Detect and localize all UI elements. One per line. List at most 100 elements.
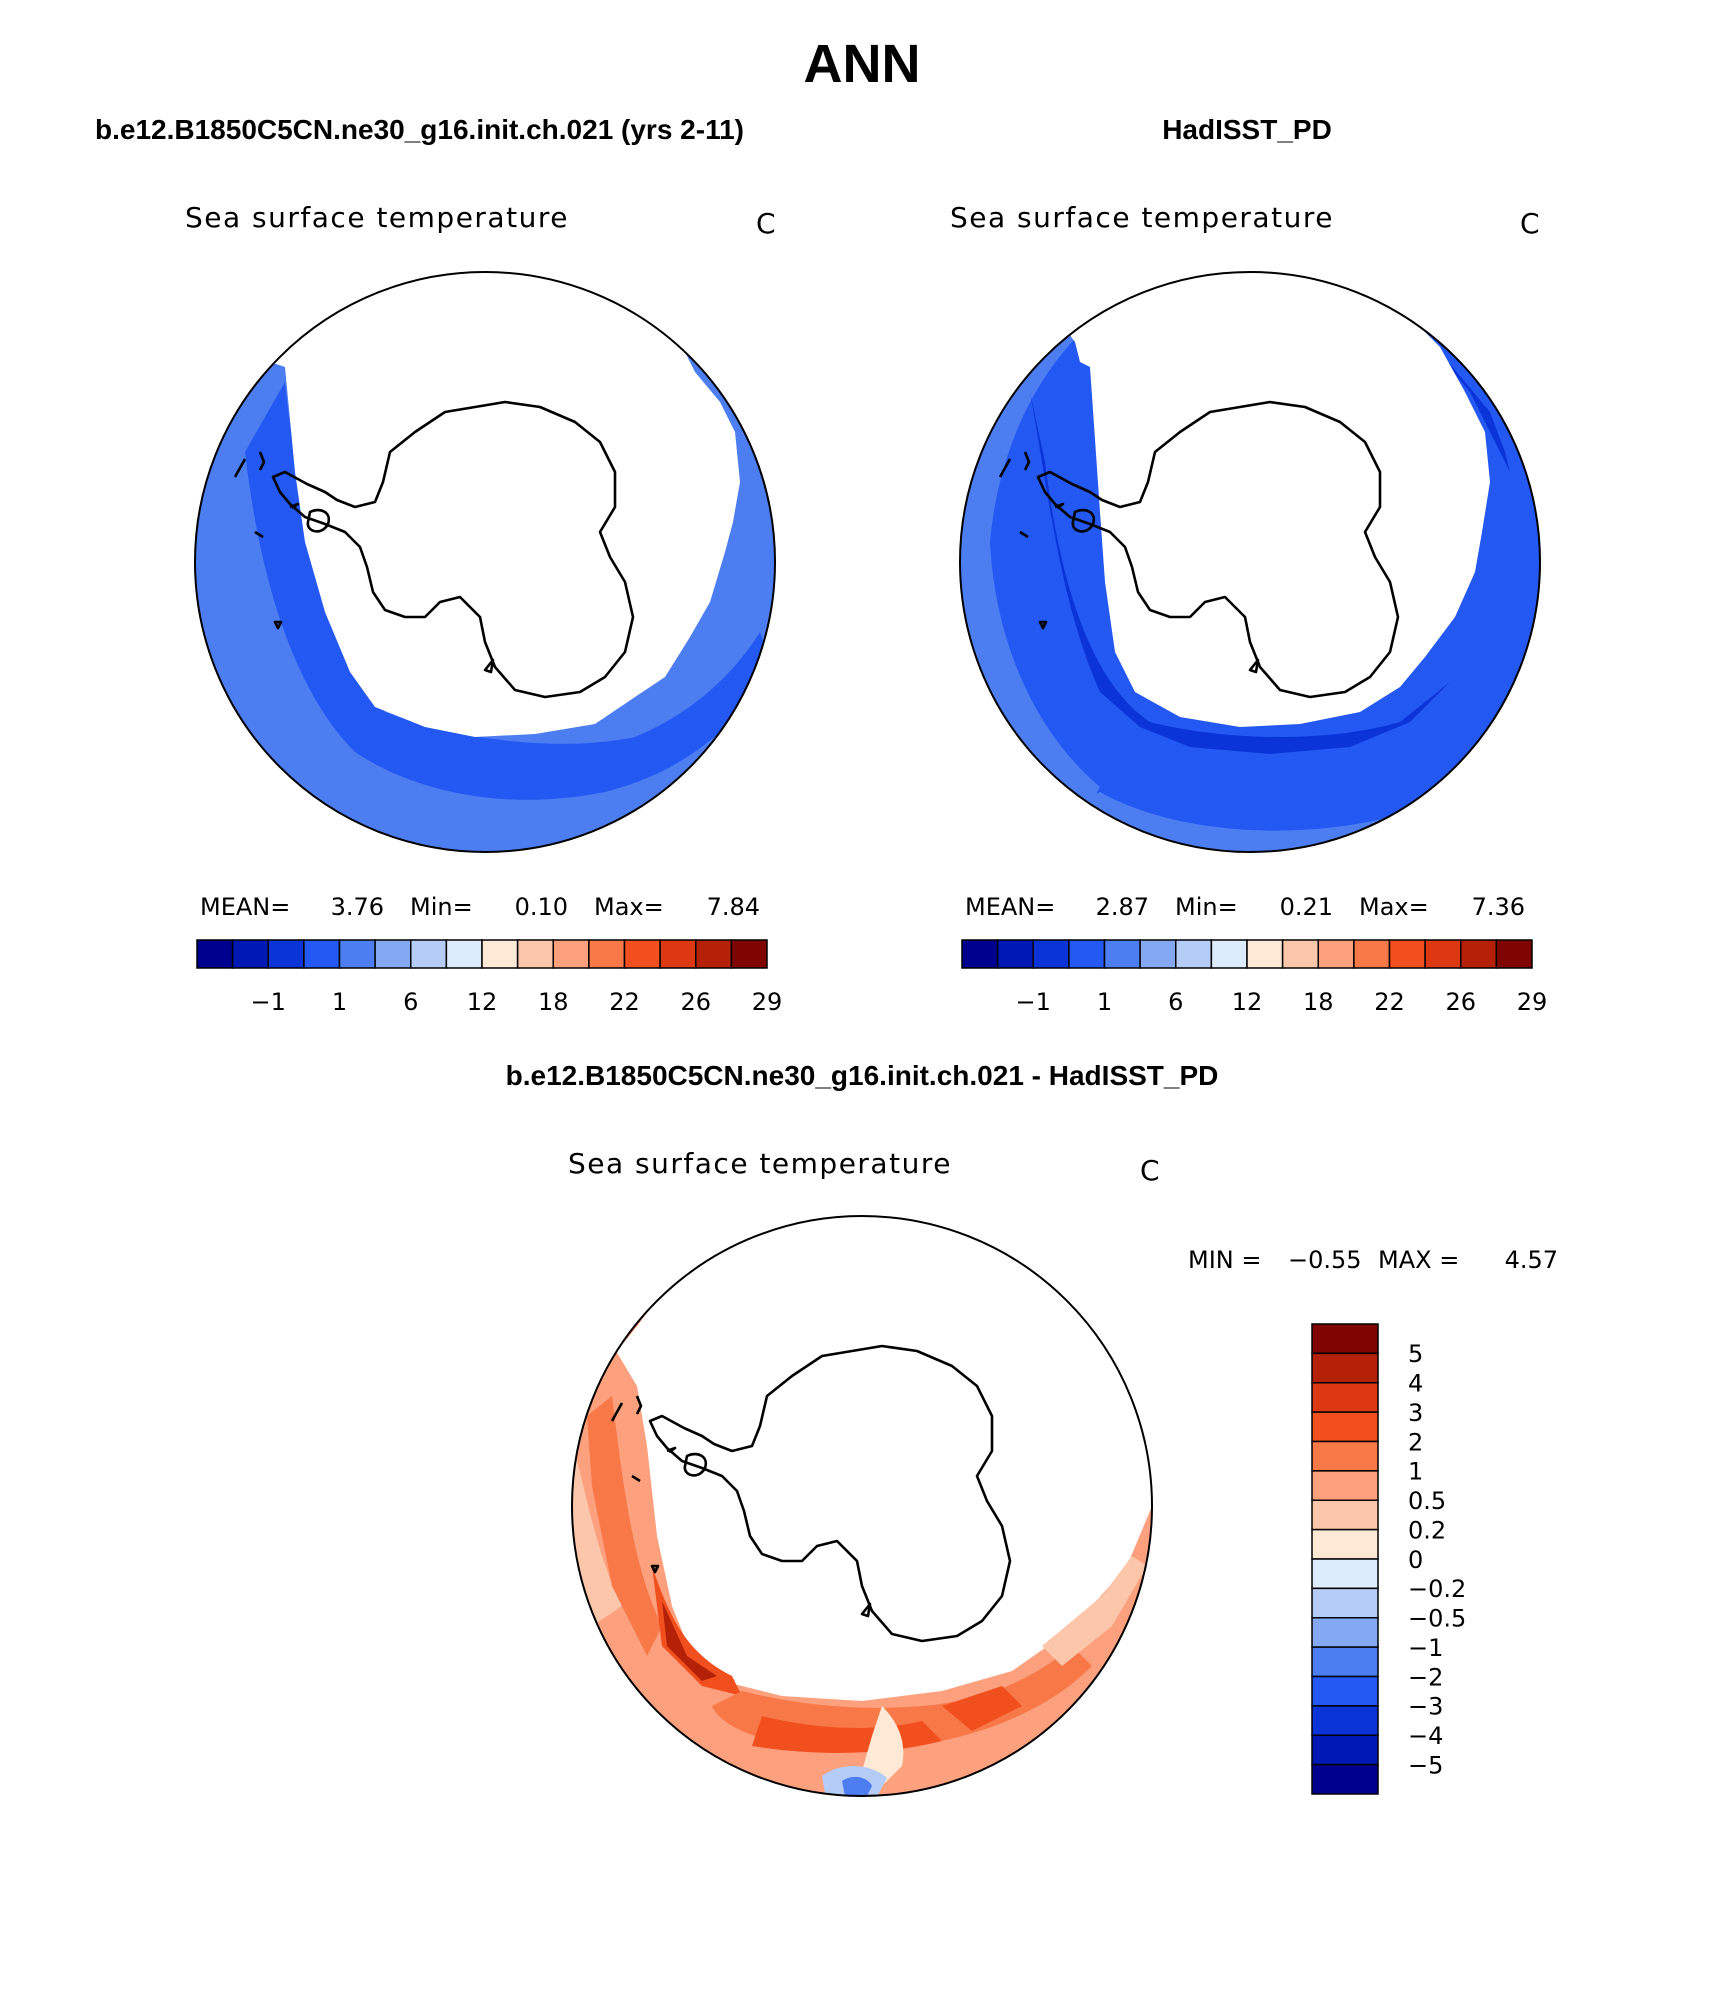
colorbar-obs-tick-label: 12 — [1232, 988, 1263, 1016]
map-model — [194, 271, 776, 853]
stats-obs-max: 7.36 — [1472, 893, 1525, 921]
stats-obs-mean: 2.87 — [1096, 893, 1149, 921]
colorbar-model-swatch — [659, 939, 697, 969]
colorbar-model-swatch — [267, 939, 305, 969]
colorbar-diff-swatch — [1311, 1499, 1379, 1531]
map-obs — [959, 271, 1541, 853]
colorbar-model-swatch — [196, 939, 234, 969]
colorbar-diff-swatch — [1311, 1323, 1379, 1355]
colorbar-diff-tick-label: −3 — [1408, 1693, 1443, 1721]
colorbar-model-tick-label: 1 — [332, 988, 347, 1016]
colorbar-model-tick-label: −1 — [251, 988, 286, 1016]
colorbar-model: −1 1 6 12 18 22 26 29 — [196, 939, 783, 1016]
colorbar-diff-swatch — [1311, 1705, 1379, 1736]
colorbar-diff-swatch — [1311, 1646, 1379, 1678]
stats-model-mean: 3.76 — [331, 893, 384, 921]
stats-model-min-label: Min= — [410, 893, 473, 921]
colorbar-obs-tick-label: 1 — [1097, 988, 1112, 1016]
stats-model-max-label: Max= — [594, 893, 664, 921]
colorbar-obs-swatch — [1388, 939, 1426, 969]
colorbar-diff-tick-label: −0.2 — [1408, 1575, 1466, 1603]
colorbar-obs-swatch — [1246, 939, 1284, 969]
colorbar-obs-swatch — [1353, 939, 1391, 969]
colorbar-diff-swatch — [1311, 1734, 1379, 1766]
colorbar-obs-tick-label: 6 — [1168, 988, 1183, 1016]
colorbar-obs-swatch — [1495, 939, 1533, 969]
stats-model-max: 7.84 — [707, 893, 760, 921]
colorbar-obs-swatch — [1281, 939, 1319, 969]
colorbar-diff-tick-label: −0.5 — [1408, 1605, 1466, 1633]
colorbar-diff-swatch — [1311, 1440, 1379, 1472]
colorbar-obs-swatch — [1139, 939, 1177, 969]
colorbar-model-swatch — [516, 939, 554, 969]
panel-obs-variable: Sea surface temperature — [950, 201, 1334, 234]
colorbar-obs-tick-label: 22 — [1374, 988, 1405, 1016]
colorbar-diff-swatch — [1311, 1470, 1379, 1501]
colorbar-model-swatch — [231, 939, 269, 969]
colorbar-diff-tick-label: 0.5 — [1408, 1487, 1446, 1515]
colorbar-model-swatch — [374, 939, 412, 969]
colorbar-obs-tick-label: 29 — [1517, 988, 1548, 1016]
colorbar-obs-swatch — [1175, 939, 1213, 969]
colorbar-diff-tick-label: 1 — [1408, 1458, 1423, 1486]
stats-obs: MEAN= 2.87 Min= 0.21 Max= 7.36 — [965, 893, 1525, 921]
colorbar-model-swatch — [410, 939, 448, 969]
panel-model-variable: Sea surface temperature — [185, 201, 569, 234]
colorbar-model-swatch — [730, 939, 768, 969]
colorbar-obs-swatch — [1317, 939, 1355, 969]
panel-model: b.e12.B1850C5CN.ne30_g16.init.ch.021 (yr… — [95, 114, 782, 1016]
colorbar-diff-swatch — [1311, 1617, 1379, 1648]
colorbar-diff-tick-label: −5 — [1408, 1751, 1443, 1779]
colorbar-diff-tick-label: 2 — [1408, 1428, 1423, 1456]
stats-model: MEAN= 3.76 Min= 0.10 Max= 7.84 — [200, 893, 760, 921]
colorbar-obs: −1 1 6 12 18 22 26 29 — [961, 939, 1548, 1016]
diff-min-label: MIN = — [1188, 1246, 1261, 1274]
colorbar-diff-tick-label: −1 — [1408, 1634, 1443, 1662]
colorbar-diff-swatch — [1311, 1675, 1379, 1707]
colorbar-diff-tick-label: 5 — [1408, 1340, 1423, 1368]
colorbar-diff-swatch — [1311, 1382, 1379, 1413]
colorbar-diff-tick-label: 3 — [1408, 1399, 1423, 1427]
colorbar-diff-swatch — [1311, 1587, 1379, 1619]
panel-obs-units: C — [1520, 207, 1540, 240]
colorbar-diff-swatch — [1311, 1352, 1379, 1384]
colorbar-diff-swatch — [1311, 1411, 1379, 1443]
colorbar-obs-tick-label: −1 — [1016, 988, 1051, 1016]
colorbar-model-tick-label: 12 — [467, 988, 498, 1016]
colorbar-diff-tick-label: 0 — [1408, 1546, 1423, 1574]
map-diff — [571, 1215, 1153, 1797]
colorbar-obs-swatch — [1068, 939, 1106, 969]
stats-obs-mean-label: MEAN= — [965, 893, 1055, 921]
stats-obs-min-label: Min= — [1175, 893, 1238, 921]
panel-diff-variable: Sea surface temperature — [568, 1147, 952, 1180]
colorbar-diff-swatch — [1311, 1528, 1379, 1560]
panel-obs: HadISST_PD Sea surface temperature C MEA… — [950, 114, 1547, 1016]
colorbar-model-swatch — [445, 939, 483, 969]
colorbar-model-swatch — [338, 939, 376, 969]
colorbar-diff-tick-label: 4 — [1408, 1370, 1423, 1398]
colorbar-obs-tick-label: 18 — [1303, 988, 1334, 1016]
colorbar-diff-tick-label: −4 — [1408, 1722, 1443, 1750]
colorbar-model-tick-label: 6 — [403, 988, 418, 1016]
colorbar-obs-swatch — [1103, 939, 1141, 969]
colorbar-obs-swatch — [1424, 939, 1462, 969]
panel-obs-header: HadISST_PD — [1162, 114, 1332, 145]
colorbar-obs-swatch — [961, 939, 999, 969]
colorbar-obs-swatch — [1032, 939, 1070, 969]
colorbar-model-tick-label: 29 — [752, 988, 783, 1016]
colorbar-obs-swatch — [996, 939, 1034, 969]
panel-diff-units: C — [1140, 1154, 1160, 1187]
colorbar-model-swatch — [623, 939, 661, 969]
colorbar-obs-swatch — [1210, 939, 1248, 969]
stats-obs-max-label: Max= — [1359, 893, 1429, 921]
panel-model-header: b.e12.B1850C5CN.ne30_g16.init.ch.021 (yr… — [95, 114, 744, 145]
colorbar-model-tick-label: 18 — [538, 988, 569, 1016]
diff-min: −0.55 — [1288, 1246, 1362, 1274]
diff-max: 4.57 — [1505, 1246, 1558, 1274]
figure-title: ANN — [804, 34, 921, 94]
stats-model-min: 0.10 — [515, 893, 568, 921]
panel-model-units: C — [756, 207, 776, 240]
colorbar-model-swatch — [695, 939, 733, 969]
